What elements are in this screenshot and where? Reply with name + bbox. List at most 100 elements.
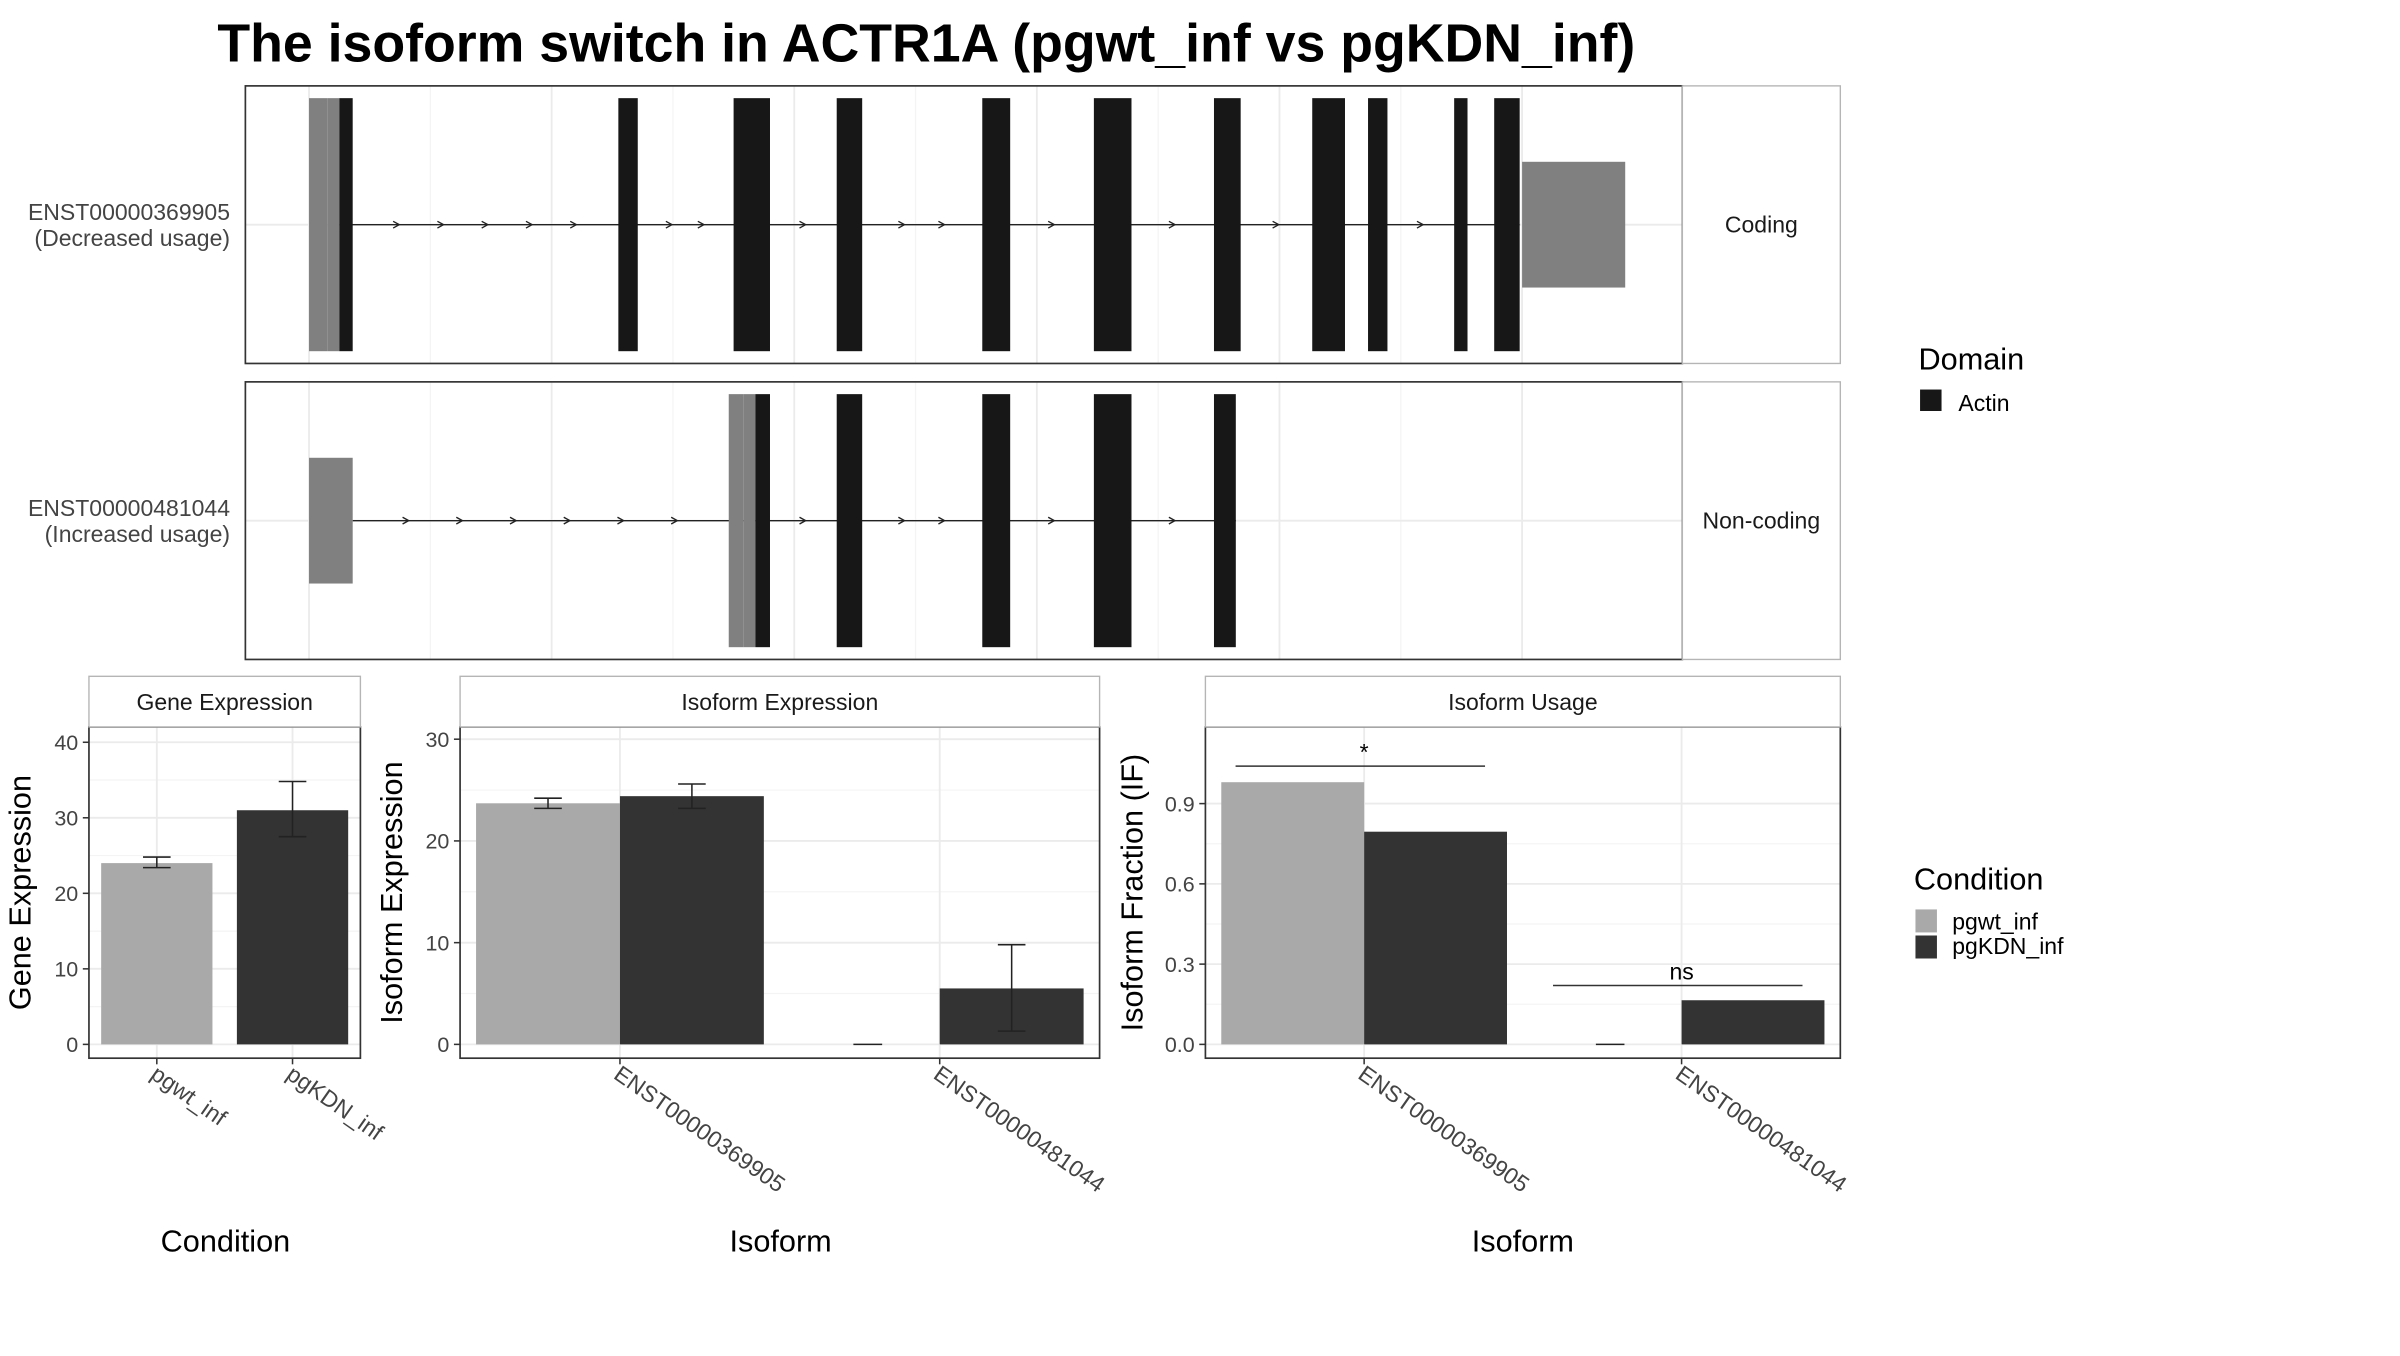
- cds-exon: [618, 98, 638, 352]
- y-tick-label: 0: [66, 1033, 78, 1057]
- transcript-usage-label: (Increased usage): [45, 521, 230, 547]
- cds-exon: [1093, 98, 1132, 352]
- intron-arrow: [898, 220, 906, 229]
- y-tick-label: 10: [54, 958, 78, 982]
- utr-exon: [309, 98, 328, 352]
- transcript-panel-ENST00000481044: Non-coding ENST00000481044(Increased usag…: [28, 381, 1842, 661]
- condition-legend-label: pgKDN_inf: [1952, 933, 2064, 959]
- y-tick-label: 0.3: [1165, 953, 1195, 977]
- cds-exon: [1093, 394, 1132, 648]
- bar-panel-0: Gene Expression 0 10 20 30 40 pgwt_inf pgKDN_in…: [4, 675, 389, 1258]
- y-tick-label: 30: [54, 806, 78, 830]
- condition-legend-title: Condition: [1914, 862, 2044, 896]
- utr-exon: [309, 457, 353, 584]
- intron-arrow: [509, 516, 518, 525]
- intron-arrow: [799, 220, 808, 229]
- intron-arrow: [1168, 516, 1177, 525]
- bar-pgwt_inf: [1221, 782, 1365, 1045]
- condition-legend-label: pgwt_inf: [1952, 908, 2038, 934]
- facet-strip: [88, 675, 362, 728]
- cds-exon: [982, 394, 1011, 648]
- cds-exon: [339, 98, 353, 352]
- domain-legend: Domain Actin: [1919, 343, 2025, 416]
- bar-pgKDN_inf: [619, 796, 764, 1045]
- y-tick-label: 0.0: [1165, 1033, 1195, 1057]
- x-axis-title: Isoform: [1472, 1224, 1574, 1258]
- cds-exon: [1312, 98, 1345, 352]
- y-axis-title: Isoform Expression: [375, 761, 409, 1023]
- intron-arrow: [437, 220, 445, 229]
- x-tick-label: ENST00000369905: [610, 1060, 790, 1197]
- intron-arrow: [563, 516, 572, 525]
- condition-legend-swatch: [1915, 935, 1937, 959]
- cds-exon: [1494, 98, 1520, 352]
- y-tick-label: 20: [425, 830, 449, 854]
- utr-exon: [728, 394, 744, 648]
- cds-exon: [733, 98, 770, 352]
- domain-legend-label: Actin: [1958, 390, 2009, 416]
- intron-arrow: [1272, 220, 1281, 229]
- facet-strip: [459, 675, 1101, 728]
- condition-legend-swatch: [1915, 909, 1937, 933]
- transcript-id-label: ENST00000369905: [28, 199, 230, 225]
- isoform-structure-panels: Coding ENST00000369905(Decreased usage) No…: [28, 85, 1842, 661]
- intron-arrow: [617, 516, 626, 525]
- cds-exon: [1368, 98, 1388, 352]
- y-tick-label: 20: [54, 882, 78, 906]
- intron-arrow: [1047, 220, 1056, 229]
- y-axis-title: Gene Expression: [4, 775, 38, 1010]
- facet-label: Gene Expression: [136, 689, 312, 715]
- cds-exon: [836, 98, 863, 352]
- domain-legend-title: Domain: [1919, 343, 2025, 377]
- cds-exon: [836, 394, 863, 648]
- y-axis-title: Isoform Fraction (IF): [1116, 754, 1150, 1032]
- intron-arrow: [1168, 220, 1177, 229]
- intron-arrow: [569, 220, 578, 229]
- significance-label: *: [1360, 739, 1369, 765]
- bar-pgKDN_inf: [236, 810, 349, 1045]
- intron-arrow: [665, 220, 674, 229]
- intron-arrow: [938, 516, 946, 525]
- cds-exon: [1213, 98, 1241, 352]
- significance-label: ns: [1669, 958, 1693, 984]
- bar-pgKDN_inf: [1364, 831, 1507, 1045]
- intron-arrow: [799, 516, 808, 525]
- intron-arrow: [392, 220, 401, 229]
- intron-arrow: [898, 516, 906, 525]
- y-tick-label: 0.9: [1165, 792, 1195, 816]
- x-axis-title: Isoform: [729, 1224, 831, 1258]
- facet-label: Isoform Usage: [1448, 689, 1598, 715]
- domain-legend-swatch: [1920, 389, 1942, 412]
- intron-arrow: [402, 516, 411, 525]
- facet-label: Coding: [1725, 211, 1798, 237]
- y-tick-label: 0: [437, 1033, 449, 1057]
- intron-arrow: [525, 220, 534, 229]
- intron-arrow: [938, 220, 946, 229]
- y-tick-label: 30: [425, 728, 449, 752]
- intron-arrow: [697, 220, 706, 229]
- x-axis-title: Condition: [161, 1224, 291, 1258]
- utr-exon: [1522, 161, 1626, 288]
- x-tick-label: ENST00000369905: [1354, 1060, 1534, 1197]
- intron-arrow: [455, 516, 464, 525]
- x-tick-label: pgKDN_inf: [282, 1060, 389, 1145]
- y-tick-label: 10: [425, 931, 449, 955]
- bar-pgwt_inf: [476, 803, 620, 1045]
- intron-arrow: [1416, 220, 1425, 229]
- expression-bar-panels: Gene Expression 0 10 20 30 40 pgwt_inf pgKDN_in…: [4, 675, 1852, 1258]
- utr-exon: [743, 394, 756, 648]
- facet-strip: [1681, 381, 1842, 661]
- facet-strip: [1204, 675, 1842, 728]
- intron-arrow: [670, 516, 679, 525]
- x-tick-label: pgwt_inf: [146, 1060, 232, 1131]
- facet-strip: [1681, 85, 1842, 365]
- y-tick-label: 40: [54, 731, 78, 755]
- facet-label: Isoform Expression: [681, 689, 878, 715]
- transcript-panel-ENST00000369905: Coding ENST00000369905(Decreased usage): [28, 85, 1842, 365]
- x-tick-label: ENST00000481044: [1671, 1060, 1852, 1197]
- bar-panel-2: * ns Isoform Usage 0.0 0.3 0.6 0.9 ENST00000369…: [1116, 675, 1852, 1258]
- y-tick-label: 0.6: [1165, 873, 1195, 897]
